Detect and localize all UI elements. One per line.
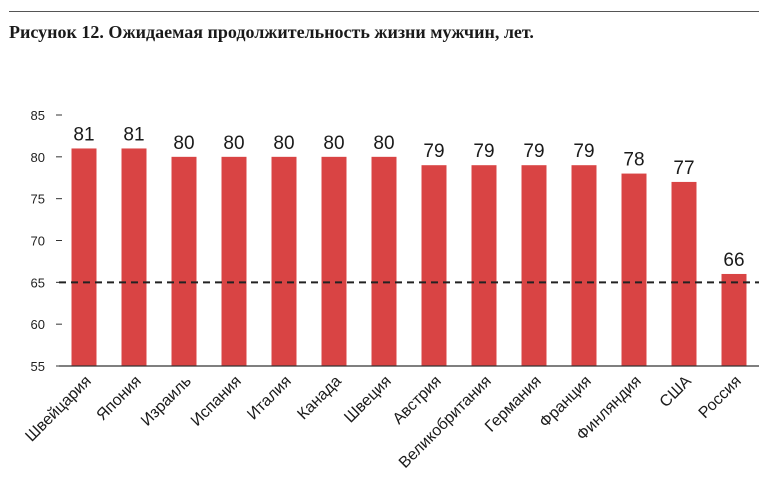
bar (321, 156, 347, 366)
bar (671, 181, 697, 366)
bar (721, 273, 747, 366)
bar (121, 148, 147, 366)
bar (171, 156, 197, 366)
data-label: 80 (373, 133, 394, 154)
data-label: 79 (473, 141, 494, 162)
y-tick-label: 70 (31, 234, 45, 249)
y-tick-label: 60 (31, 317, 45, 332)
y-tick-label: 75 (31, 192, 45, 207)
bar (71, 148, 97, 366)
bar (221, 156, 247, 366)
bar (471, 165, 497, 366)
data-label: 80 (273, 133, 294, 154)
data-label: 66 (723, 250, 744, 271)
y-tick-label: 80 (31, 150, 45, 165)
y-tick-label: 55 (31, 359, 45, 374)
data-label: 78 (623, 150, 644, 171)
x-tick-label: Швеция (341, 373, 394, 426)
data-label: 80 (223, 133, 244, 154)
data-label: 80 (173, 133, 194, 154)
y-tick-label: 85 (31, 108, 45, 123)
x-tick-label: Швейцария (22, 373, 94, 445)
top-rule (9, 11, 759, 12)
x-tick-label: Япония (94, 373, 145, 424)
bar (571, 165, 597, 366)
x-tick-label: Италия (244, 373, 295, 424)
bar (421, 165, 447, 366)
x-tick-label: Испания (188, 373, 245, 430)
x-tick-label: Великобритания (396, 373, 495, 472)
y-tick-label: 65 (31, 275, 45, 290)
x-tick-label: Израиль (138, 373, 195, 430)
x-tick-label: США (657, 373, 695, 411)
chart-title: Рисунок 12. Ожидаемая продолжительность … (9, 22, 534, 42)
data-label: 81 (73, 124, 94, 145)
bar (371, 156, 397, 366)
data-label: 80 (323, 133, 344, 154)
bar (621, 173, 647, 366)
data-label: 79 (423, 141, 444, 162)
data-label: 77 (673, 158, 694, 179)
x-tick-label: Канада (294, 373, 344, 423)
data-label: 81 (123, 124, 144, 145)
data-label: 79 (573, 141, 594, 162)
bar (271, 156, 297, 366)
x-tick-label: Россия (696, 373, 745, 422)
bar (521, 165, 547, 366)
data-label: 79 (523, 141, 544, 162)
